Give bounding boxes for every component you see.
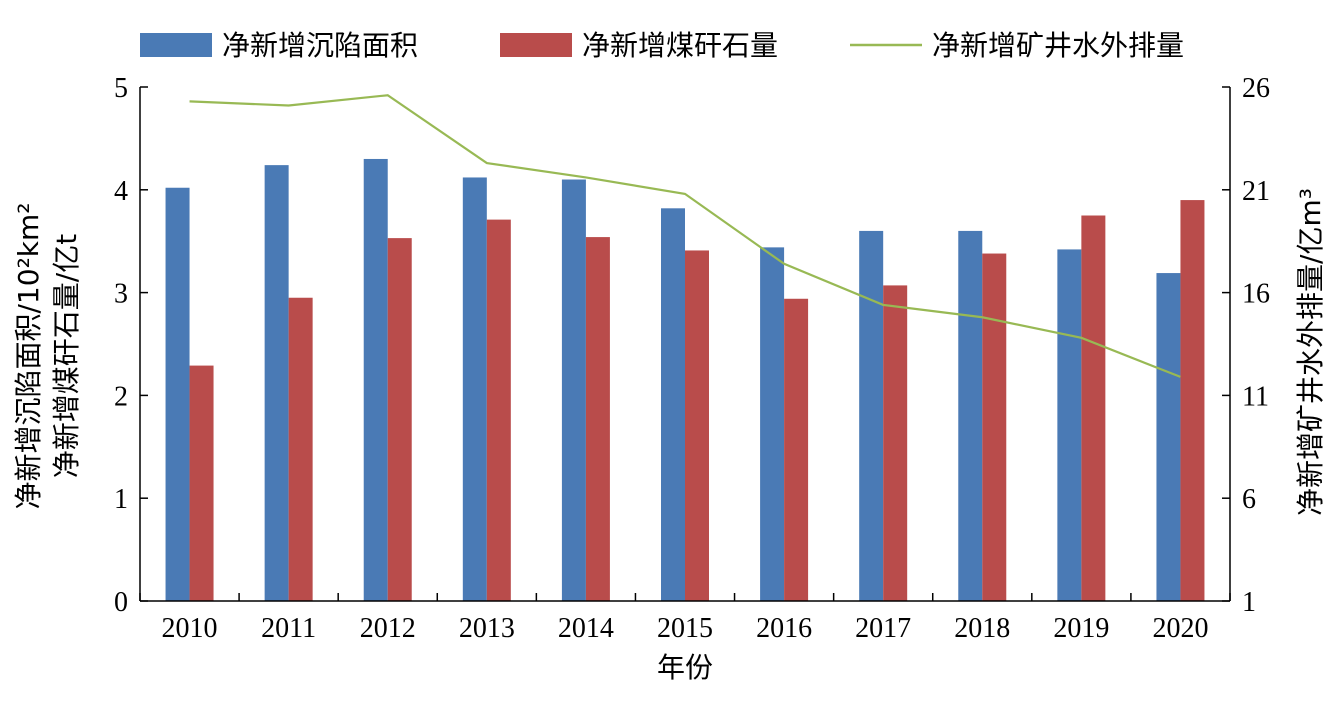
y-left-tick-label-2: 2 bbox=[114, 381, 128, 412]
bar-gangue-2010 bbox=[189, 365, 214, 601]
legend-label-gangue: 净新增煤矸石量 bbox=[582, 29, 778, 62]
legend-swatch-subsidence bbox=[140, 33, 212, 57]
y-right-tick-label-21: 21 bbox=[1242, 176, 1270, 207]
y-left-tick-label-3: 3 bbox=[114, 279, 128, 310]
bar-gangue-2017 bbox=[883, 285, 908, 601]
bar-gangue-2015 bbox=[685, 250, 709, 601]
x-tick-label-2014: 2014 bbox=[558, 613, 614, 644]
bar-gangue-2014 bbox=[585, 237, 610, 601]
x-tick-label-2013: 2013 bbox=[459, 613, 515, 644]
y-left-tick-label-4: 4 bbox=[114, 176, 128, 207]
y-right-tick-label-6: 6 bbox=[1242, 484, 1256, 515]
line-layer bbox=[189, 94, 1181, 378]
y-right-tick-label-26: 26 bbox=[1242, 73, 1270, 104]
y-axis-right-title: 净新增矿井水外排量/亿m³ bbox=[1294, 188, 1327, 516]
bar-gangue-2011 bbox=[288, 297, 313, 601]
x-tick-label-2020: 2020 bbox=[1152, 613, 1208, 644]
x-tick-label-2015: 2015 bbox=[657, 613, 713, 644]
y-axis-left-title-line2: 净新增煤矸石量/亿t bbox=[50, 234, 83, 478]
y-axis-left-title-line1: 净新增沉陷面积/10²km² bbox=[12, 202, 45, 509]
bar-subsidence-2020 bbox=[1156, 273, 1181, 601]
bar-subsidence-2010 bbox=[165, 187, 190, 601]
bar-subsidence-2016 bbox=[760, 247, 785, 602]
y-left-tick-label-0: 0 bbox=[114, 587, 128, 618]
bar-subsidence-2017 bbox=[859, 230, 884, 602]
y-right-tick-label-1: 1 bbox=[1242, 587, 1256, 618]
y-left-tick-label-1: 1 bbox=[114, 484, 128, 515]
bar-subsidence-2011 bbox=[264, 165, 289, 602]
line-mine-water bbox=[189, 94, 1181, 378]
x-tick-label-2018: 2018 bbox=[954, 613, 1010, 644]
bar-gangue-2019 bbox=[1081, 215, 1106, 601]
bar-gangue-2012 bbox=[387, 238, 412, 601]
x-tick-label-2011: 2011 bbox=[261, 613, 316, 644]
bar-subsidence-2013 bbox=[462, 177, 487, 602]
bars-layer bbox=[165, 158, 1205, 602]
bar-subsidence-2015 bbox=[661, 208, 685, 601]
x-tick-label-2012: 2012 bbox=[360, 613, 416, 644]
legend-label-subsidence: 净新增沉陷面积 bbox=[222, 29, 418, 62]
y-right-tick-label-16: 16 bbox=[1242, 279, 1270, 310]
x-tick-label-2016: 2016 bbox=[756, 613, 812, 644]
bar-gangue-2020 bbox=[1180, 200, 1205, 601]
x-tick-label-2010: 2010 bbox=[162, 613, 218, 644]
bar-gangue-2018 bbox=[982, 253, 1007, 601]
bar-subsidence-2018 bbox=[958, 230, 983, 602]
x-tick-label-2019: 2019 bbox=[1053, 613, 1109, 644]
legend: 净新增沉陷面积 净新增煤矸石量 净新增矿井水外排量 bbox=[140, 29, 1184, 62]
legend-swatch-gangue bbox=[500, 33, 572, 57]
bar-subsidence-2014 bbox=[561, 179, 586, 601]
bar-gangue-2016 bbox=[784, 298, 809, 601]
y-right-tick-label-11: 11 bbox=[1242, 381, 1269, 412]
bar-subsidence-2012 bbox=[363, 158, 388, 601]
x-axis-title: 年份 bbox=[657, 651, 713, 684]
x-tick-label-2017: 2017 bbox=[855, 613, 911, 644]
bar-gangue-2013 bbox=[486, 219, 511, 601]
bar-subsidence-2019 bbox=[1057, 249, 1082, 601]
legend-label-mine-water: 净新增矿井水外排量 bbox=[932, 29, 1184, 62]
y-left-tick-label-5: 5 bbox=[114, 73, 128, 104]
